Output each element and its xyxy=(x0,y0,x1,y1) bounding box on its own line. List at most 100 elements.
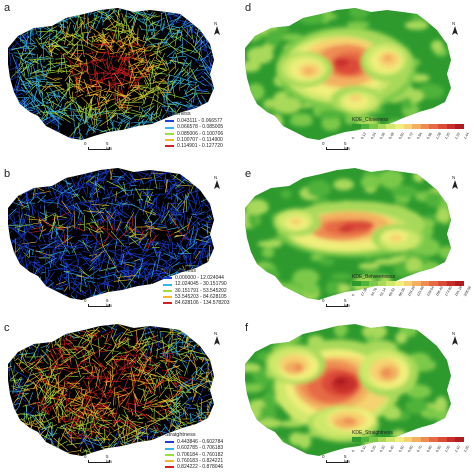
road-segment xyxy=(70,400,72,407)
road-segment xyxy=(148,391,153,394)
road-segment xyxy=(17,229,26,233)
road-segment xyxy=(27,173,33,190)
road-segment xyxy=(151,241,158,257)
kde-spot xyxy=(245,169,259,180)
road-segment xyxy=(70,375,85,390)
road-segment xyxy=(8,13,14,25)
road-segment xyxy=(43,220,54,227)
road-segment xyxy=(45,105,52,120)
road-segment xyxy=(152,355,159,359)
road-segment xyxy=(83,404,91,417)
road-segment xyxy=(198,423,203,425)
road-segment xyxy=(80,357,91,362)
road-segment xyxy=(154,66,166,70)
road-segment xyxy=(131,36,135,45)
road-segment xyxy=(91,36,96,43)
road-segment xyxy=(98,363,107,369)
road-segment xyxy=(123,431,126,446)
road-segment xyxy=(116,67,123,76)
road-segment xyxy=(86,89,88,95)
road-segment xyxy=(101,32,106,47)
road-segment xyxy=(203,355,210,371)
road-segment xyxy=(150,445,162,456)
road-segment xyxy=(56,427,76,431)
road-segment xyxy=(144,107,151,112)
road-segment xyxy=(26,361,34,365)
road-segment xyxy=(72,324,81,329)
road-segment xyxy=(97,255,101,271)
road-segment xyxy=(36,168,44,178)
road-segment xyxy=(159,201,165,218)
road-segment xyxy=(210,229,214,239)
road-segment xyxy=(16,413,19,421)
road-segment xyxy=(133,192,135,199)
kde-spot xyxy=(438,246,451,259)
road-segment xyxy=(158,39,163,50)
road-segment xyxy=(135,233,148,236)
road-segment xyxy=(141,226,144,240)
road-segment xyxy=(161,271,169,274)
road-segment xyxy=(72,453,80,456)
kde-tick-label: 121.66 xyxy=(416,285,426,297)
road-segment xyxy=(141,445,156,455)
road-segment xyxy=(103,242,111,258)
road-segment xyxy=(182,168,194,175)
road-segment xyxy=(116,219,122,232)
north-arrow-icon: N xyxy=(450,21,460,36)
road-segment xyxy=(8,127,14,136)
road-segment xyxy=(142,98,147,106)
kde-contour xyxy=(334,57,349,67)
road-segment xyxy=(84,412,102,419)
road-segment xyxy=(153,59,161,63)
road-segment xyxy=(118,228,130,240)
road-segment xyxy=(145,299,152,300)
road-segment xyxy=(67,107,79,111)
road-segment xyxy=(159,23,173,31)
road-segment xyxy=(161,426,166,432)
road-segment xyxy=(102,367,107,372)
road-segment xyxy=(16,247,21,252)
road-segment xyxy=(48,240,68,246)
road-segment xyxy=(168,215,175,227)
kde-spot xyxy=(245,283,260,292)
road-segment xyxy=(184,403,191,406)
road-segment xyxy=(57,347,65,354)
road-segment xyxy=(131,231,136,237)
kde-ramp-cell xyxy=(420,437,430,442)
road-segment xyxy=(99,96,107,99)
road-segment xyxy=(106,188,111,200)
road-segment xyxy=(134,295,138,300)
road-segment xyxy=(180,79,185,84)
kde-ramp-cell xyxy=(403,437,413,442)
kde-spot xyxy=(360,175,382,189)
road-segment xyxy=(30,60,40,64)
road-segment xyxy=(197,407,202,416)
kde-tick-label: 0.84 xyxy=(416,131,424,140)
road-segment xyxy=(161,240,170,243)
road-segment xyxy=(152,23,162,27)
road-segment xyxy=(183,170,191,177)
road-segment xyxy=(55,58,66,60)
legend-text: 0.043111 - 0.066577 xyxy=(177,118,223,125)
road-segment xyxy=(200,348,204,355)
road-segment xyxy=(73,432,90,438)
road-segment xyxy=(165,395,183,404)
road-segment xyxy=(174,349,178,357)
road-segment xyxy=(57,268,68,271)
road-segment xyxy=(149,136,157,140)
road-segment xyxy=(117,210,123,224)
road-segment xyxy=(121,428,138,439)
road-segment xyxy=(22,325,34,331)
road-segment xyxy=(86,123,94,132)
road-segment xyxy=(149,427,159,434)
road-segment xyxy=(110,357,113,368)
road-segment xyxy=(77,210,81,220)
kde-spot xyxy=(261,247,275,258)
road-segment xyxy=(193,223,199,240)
road-segment xyxy=(69,404,82,406)
road-segment xyxy=(35,413,49,417)
road-segment xyxy=(205,356,209,365)
road-segment xyxy=(180,46,197,53)
road-segment xyxy=(128,28,133,37)
road-segment xyxy=(56,293,62,300)
